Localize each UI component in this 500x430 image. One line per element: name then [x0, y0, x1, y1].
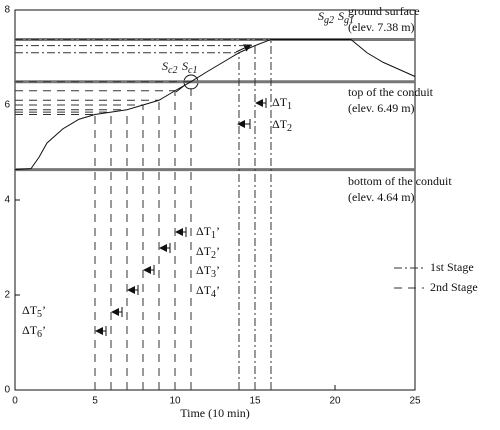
annotation: ΔT1’ — [196, 224, 220, 242]
annotation-text: ΔT — [196, 244, 212, 258]
annotation: Sg1 — [338, 9, 354, 27]
y-tick-label: 2 — [4, 290, 10, 301]
annotation-subscript: c1 — [188, 65, 197, 76]
annotation-suffix: ’ — [42, 323, 46, 337]
annotation-subscript: 4 — [211, 289, 216, 300]
x-axis-label: Time (10 min) — [180, 406, 250, 420]
annotation: ΔT5’ — [22, 303, 46, 321]
annotation: ΔT1 — [272, 95, 292, 113]
annotation-suffix: ’ — [216, 283, 220, 297]
annotation-subscript: g2 — [324, 15, 334, 26]
y-tick-label: 0 — [4, 385, 10, 396]
x-tick-label: 5 — [92, 396, 98, 407]
reference-sublabel: (elev. 6.49 m) — [348, 101, 415, 115]
x-tick-label: 15 — [249, 396, 261, 407]
annotation-subscript: 6 — [37, 329, 42, 340]
annotation-text: ΔT — [272, 117, 288, 131]
annotation-text: S — [318, 9, 324, 23]
annotation-suffix: ’ — [216, 224, 220, 238]
annotation-text: ΔT — [272, 95, 288, 109]
annotation: ΔT4’ — [196, 283, 220, 301]
data-line — [14, 38, 416, 171]
y-tick-label: 6 — [4, 100, 10, 111]
reference-sublabel: (elev. 4.64 m) — [348, 190, 415, 204]
annotation: Sc1 — [182, 59, 197, 77]
x-tick-label: 10 — [169, 396, 181, 407]
annotation-text: ΔT — [22, 303, 38, 317]
annotation: ΔT2 — [272, 117, 292, 135]
annotation-subscript: c2 — [168, 65, 177, 76]
x-tick-label: 0 — [12, 396, 18, 407]
reference-label: bottom of the conduit — [348, 174, 452, 188]
reference-label: top of the conduit — [348, 85, 434, 99]
annotation: ΔT2’ — [196, 244, 220, 262]
annotation-text: ΔT — [196, 263, 212, 277]
annotation-suffix: ’ — [216, 244, 220, 258]
annotation-subscript: 1 — [287, 101, 292, 112]
annotation-suffix: ’ — [42, 303, 46, 317]
annotation-subscript: 1 — [211, 230, 216, 241]
annotation: ΔT6’ — [22, 323, 46, 341]
annotation-subscript: 5 — [37, 309, 42, 320]
annotation-subscript: 2 — [287, 123, 292, 134]
x-tick-label: 20 — [329, 396, 341, 407]
legend-label: 2nd Stage — [430, 280, 478, 294]
annotation-text: ΔT — [196, 224, 212, 238]
reference-label: ground surface — [348, 4, 420, 18]
annotation-subscript: 3 — [211, 269, 216, 280]
reference-sublabel: (elev. 7.38 m) — [348, 20, 415, 34]
annotation-text: S — [182, 59, 188, 73]
y-tick-label: 4 — [4, 195, 10, 206]
annotation-suffix: ’ — [216, 263, 220, 277]
annotation-text: S — [338, 9, 344, 23]
annotation-text: S — [162, 59, 168, 73]
legend-label: 1st Stage — [430, 260, 474, 274]
annotation: Sg2 — [318, 9, 334, 27]
annotation-text: ΔT — [22, 323, 38, 337]
annotation: Sc2 — [162, 59, 177, 77]
annotation-subscript: g1 — [344, 15, 354, 26]
annotation: ΔT3’ — [196, 263, 220, 281]
annotation-subscript: 2 — [211, 250, 216, 261]
x-tick-label: 25 — [409, 396, 421, 407]
annotation-text: ΔT — [196, 283, 212, 297]
y-tick-label: 8 — [4, 5, 10, 16]
